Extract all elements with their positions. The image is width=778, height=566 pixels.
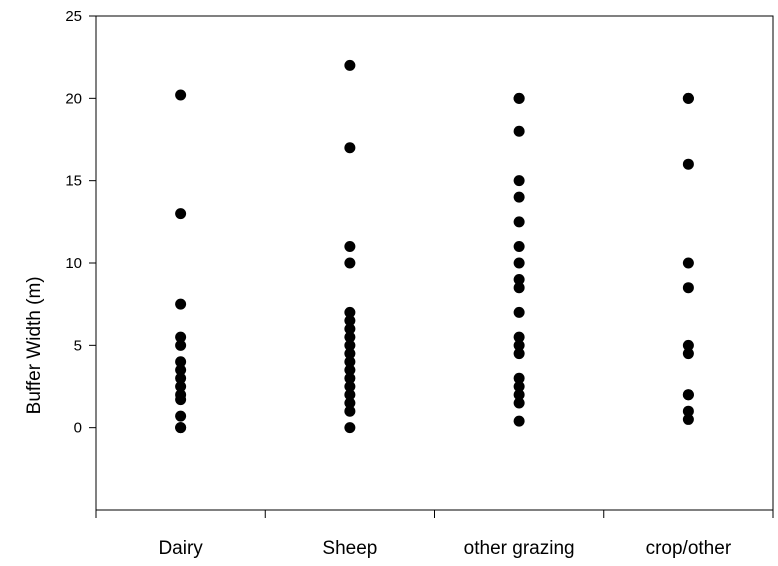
data-point <box>513 397 525 409</box>
data-points <box>175 59 694 434</box>
data-point <box>513 175 525 187</box>
plot-frame <box>95 15 774 511</box>
data-point <box>344 315 356 327</box>
data-point <box>513 389 525 401</box>
data-point <box>682 158 694 170</box>
data-point <box>513 348 525 360</box>
data-point <box>682 405 694 417</box>
data-point <box>513 257 525 269</box>
data-point <box>682 282 694 294</box>
data-point <box>344 323 356 335</box>
x-axis-ticks: Dairy Sheep other grazing crop/other <box>95 510 774 559</box>
data-point <box>682 92 694 104</box>
y-tick-label: 25 <box>65 8 82 25</box>
data-point <box>175 372 187 384</box>
data-point <box>344 59 356 71</box>
data-point <box>344 339 356 351</box>
y-tick-label: 0 <box>74 420 82 437</box>
data-point <box>344 364 356 376</box>
data-point <box>344 257 356 269</box>
data-point <box>513 92 525 104</box>
data-point <box>513 381 525 392</box>
data-point <box>344 381 356 392</box>
axes <box>95 15 774 511</box>
data-point <box>344 372 356 384</box>
data-point <box>175 298 187 310</box>
data-point <box>344 405 356 417</box>
y-tick-label: 20 <box>65 90 82 107</box>
data-point <box>682 348 694 360</box>
data-point <box>513 216 525 228</box>
data-point <box>175 356 187 368</box>
x-tick-label: Dairy <box>158 538 203 559</box>
data-point <box>513 282 525 294</box>
data-point <box>175 339 187 351</box>
data-point <box>682 389 694 401</box>
data-point <box>344 142 356 154</box>
data-point <box>344 241 356 253</box>
data-point <box>344 422 356 434</box>
data-point <box>175 410 187 422</box>
data-point <box>175 381 187 392</box>
data-point <box>513 191 525 203</box>
y-tick-label: 10 <box>65 255 82 272</box>
x-tick-label: crop/other <box>646 538 732 559</box>
data-point <box>513 306 525 318</box>
data-point <box>344 397 356 409</box>
data-point <box>513 372 525 384</box>
data-point <box>513 125 525 137</box>
y-tick-label: 15 <box>65 173 82 190</box>
x-tick-label: other grazing <box>464 538 575 559</box>
data-point <box>344 306 356 318</box>
data-point <box>175 394 187 406</box>
data-point <box>513 331 525 343</box>
data-point <box>175 331 187 343</box>
data-point <box>513 415 525 427</box>
data-point <box>344 348 356 360</box>
x-tick-label: Sheep <box>322 538 377 559</box>
y-tick-label: 5 <box>74 337 82 354</box>
data-point <box>175 422 187 434</box>
data-point <box>682 257 694 269</box>
data-point <box>344 356 356 368</box>
data-point <box>344 331 356 343</box>
data-point <box>175 364 187 376</box>
data-point <box>682 413 694 425</box>
y-axis-ticks: 0 5 10 15 20 25 <box>65 8 96 437</box>
data-point <box>175 89 187 101</box>
data-point <box>175 208 187 220</box>
data-point <box>682 339 694 351</box>
y-axis-title: Buffer Width (m) <box>24 276 45 414</box>
data-point <box>513 273 525 285</box>
data-point <box>344 389 356 401</box>
data-point <box>513 339 525 351</box>
data-point <box>513 241 525 253</box>
